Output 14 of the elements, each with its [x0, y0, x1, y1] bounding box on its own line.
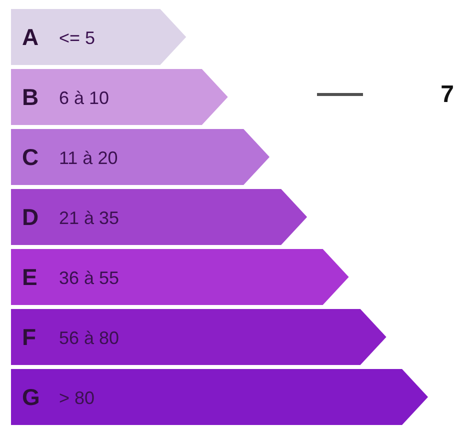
y-tick-label: D 21 à 35	[22, 204, 120, 230]
bar	[11, 69, 228, 125]
bar	[11, 249, 349, 305]
y-tick-label: A <= 5	[22, 24, 96, 50]
bar	[11, 369, 428, 425]
y-tick-label: G > 80	[22, 384, 95, 410]
bar	[11, 189, 308, 245]
text: 7	[440, 81, 454, 108]
y-tick-label: E 36 à 55	[22, 264, 120, 290]
y-tick-label: B 6 à 10	[22, 84, 110, 110]
bar	[11, 309, 386, 365]
y-tick-label: C 11 à 20	[22, 144, 118, 170]
bar	[11, 129, 270, 185]
y-tick-label: F 56 à 80	[22, 324, 120, 350]
